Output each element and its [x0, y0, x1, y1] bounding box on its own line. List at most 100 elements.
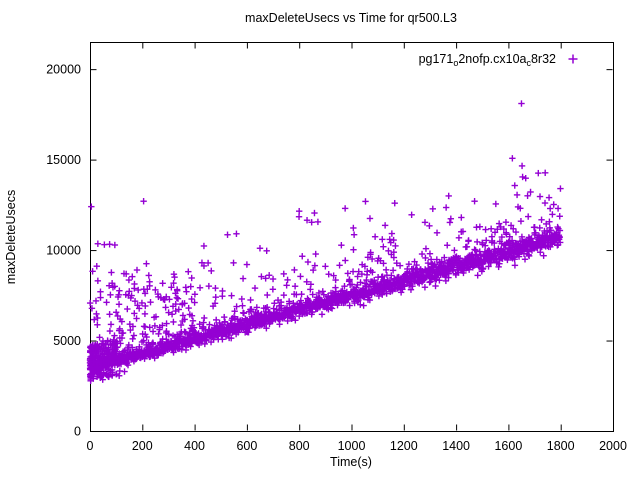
data-point-plus [86, 299, 94, 307]
data-point-plus [509, 155, 516, 162]
data-point-plus [408, 211, 415, 218]
data-point-plus [166, 296, 173, 303]
data-point-plus [550, 201, 557, 208]
data-point-plus [185, 304, 192, 312]
data-point-plus [106, 241, 113, 248]
data-point-plus [140, 198, 147, 205]
data-point-plus [474, 272, 481, 279]
data-point-plus [309, 266, 317, 274]
data-point-plus [346, 276, 353, 283]
data-point-plus [476, 223, 484, 230]
data-point-plus [190, 324, 198, 331]
x-tick-label: 600 [236, 439, 257, 453]
data-point-plus [436, 277, 443, 284]
data-point-plus [522, 175, 529, 182]
data-point-plus [538, 216, 545, 223]
data-point-plus [479, 265, 487, 272]
data-point-plus [93, 359, 101, 367]
data-point-plus [283, 282, 290, 289]
data-point-plus [258, 273, 265, 280]
page-title: maxDeleteUsecs vs Time for qr500.L3 [245, 11, 457, 25]
x-tick-label: 1400 [442, 439, 470, 453]
data-point-plus [201, 314, 208, 322]
data-point-plus [251, 284, 259, 292]
data-point-plus [175, 306, 182, 313]
data-point-plus [105, 282, 113, 289]
data-point-plus [296, 207, 303, 215]
data-point-plus [545, 194, 553, 201]
data-point-plus [336, 262, 343, 269]
data-point-plus [105, 350, 113, 358]
data-point-plus [407, 286, 415, 293]
data-point-plus [129, 323, 137, 330]
data-point-plus [547, 205, 554, 212]
data-point-plus [253, 304, 261, 311]
data-point-plus [163, 336, 170, 343]
x-tick-label: 800 [289, 439, 310, 453]
data-point-plus [188, 274, 195, 282]
data-point-plus [230, 259, 237, 267]
data-point-plus [239, 302, 246, 309]
data-point-plus [368, 255, 376, 263]
legend: pg171o2nofp.cx10ac8r32 [419, 52, 578, 68]
data-point-plus [248, 306, 255, 313]
data-point-plus [422, 245, 430, 252]
data-point-plus [367, 267, 374, 274]
data-point-plus [426, 279, 433, 286]
data-point-plus [518, 100, 525, 107]
data-point-plus [143, 260, 150, 267]
data-point-plus [549, 211, 556, 218]
data-point-plus [96, 334, 103, 341]
data-point-plus [298, 290, 305, 298]
data-point-plus [371, 233, 379, 240]
data-point-plus [445, 192, 452, 200]
data-point-plus [94, 314, 101, 322]
data-point-plus [176, 330, 184, 338]
data-point-plus [383, 290, 390, 297]
data-point-plus [382, 266, 390, 274]
data-point-plus [319, 288, 326, 295]
data-point-plus [151, 322, 159, 330]
data-point-plus [181, 300, 188, 307]
y-tick-label: 15000 [46, 153, 81, 167]
data-point-plus [507, 222, 515, 229]
data-point-plus [451, 247, 458, 254]
data-point-plus [88, 370, 96, 378]
data-point-plus [455, 234, 463, 242]
data-point-plus [441, 259, 449, 267]
data-point-plus [89, 342, 97, 349]
data-point-plus [292, 317, 299, 324]
data-point-plus [105, 361, 112, 369]
data-point-plus [513, 191, 521, 199]
data-point-plus [240, 310, 248, 317]
data-point-plus [94, 321, 101, 328]
data-point-plus [311, 209, 318, 217]
data-point-plus [463, 243, 471, 250]
data-point-plus [116, 334, 124, 342]
data-point-plus [264, 291, 271, 299]
data-point-plus [290, 290, 298, 298]
data-point-plus [519, 173, 526, 181]
data-point-plus [307, 281, 315, 288]
data-point-plus [93, 262, 100, 270]
data-point-plus [357, 301, 364, 308]
data-point-plus [92, 366, 100, 373]
data-point-plus [113, 352, 120, 359]
data-point-plus [129, 335, 136, 343]
data-point-plus [118, 318, 126, 325]
data-point-plus [108, 269, 115, 276]
data-point-plus [174, 295, 182, 302]
data-point-plus [225, 331, 232, 339]
data-point-plus [213, 316, 220, 324]
data-point-plus [325, 271, 332, 278]
data-point-plus [206, 321, 213, 328]
data-point-plus [212, 293, 219, 301]
data-point-plus [424, 259, 432, 267]
data-point-plus [256, 245, 264, 252]
data-point-plus [531, 224, 538, 231]
data-point-plus [231, 308, 238, 315]
data-point-plus [506, 233, 513, 240]
data-point-plus [112, 309, 120, 316]
data-point-plus [433, 229, 441, 236]
